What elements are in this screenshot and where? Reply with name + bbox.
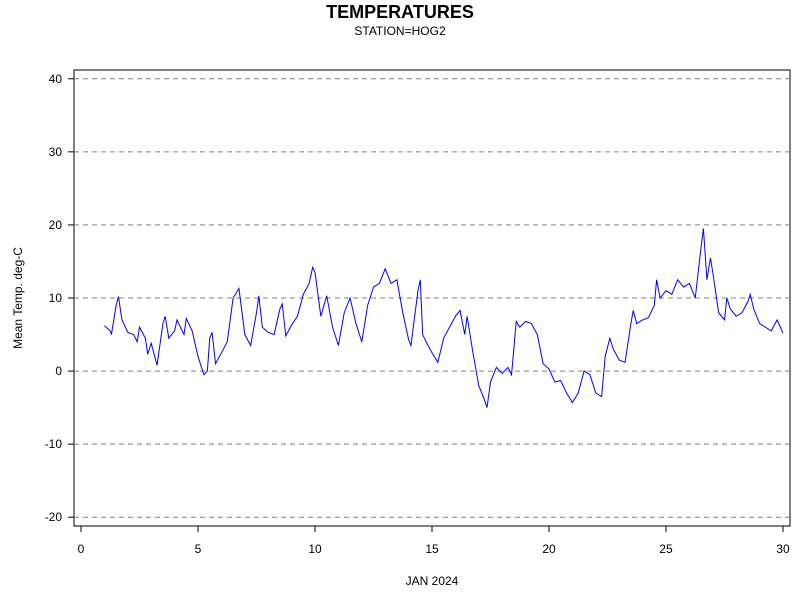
temperature-line	[104, 228, 784, 408]
y-tick-label: 40	[49, 72, 63, 86]
y-tick-label: 20	[49, 218, 63, 232]
y-tick-label: -20	[45, 510, 63, 524]
x-tick-label: 25	[659, 542, 673, 556]
x-tick-label: 10	[308, 542, 322, 556]
chart-subtitle: STATION=HOG2	[354, 24, 446, 38]
x-axis-label: JAN 2024	[406, 574, 459, 588]
y-axis-label: Mean Temp. deg-C	[11, 247, 25, 349]
chart-title: TEMPERATURES	[326, 2, 474, 22]
plot-frame	[73, 69, 791, 527]
x-tick-label: 0	[78, 542, 85, 556]
y-tick-label: 10	[49, 291, 63, 305]
x-tick-label: 5	[195, 542, 202, 556]
x-tick-label: 30	[776, 542, 790, 556]
x-tick-label: 20	[542, 542, 556, 556]
y-tick-label: 30	[49, 145, 63, 159]
y-tick-label: 0	[55, 364, 62, 378]
y-tick-label: -10	[45, 437, 63, 451]
x-tick-label: 15	[425, 542, 439, 556]
